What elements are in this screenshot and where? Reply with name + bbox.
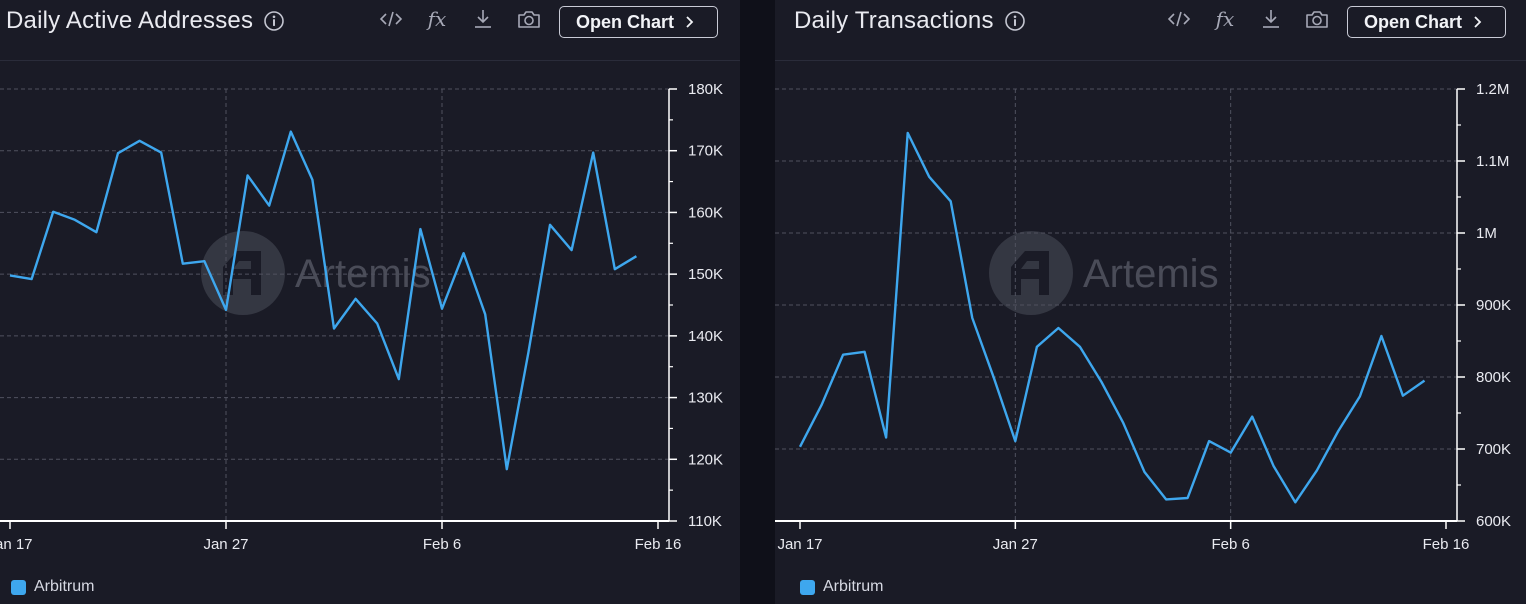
x-tick-label: Jan 27	[203, 536, 248, 553]
chevron-right-icon	[686, 16, 694, 28]
watermark-text: Artemis	[1083, 252, 1219, 296]
y-tick-label: 120K	[688, 451, 723, 468]
open-chart-label: Open Chart	[1364, 11, 1463, 32]
legend-swatch	[800, 579, 815, 595]
fx-icon[interactable]: fx	[1215, 7, 1235, 31]
download-icon[interactable]	[470, 6, 496, 32]
y-tick-label: 180K	[688, 81, 723, 98]
legend: Arbitrum	[11, 578, 94, 596]
x-tick-label: Jan 17	[0, 536, 33, 553]
info-icon[interactable]	[263, 10, 285, 32]
legend-label[interactable]: Arbitrum	[34, 578, 95, 595]
y-tick-label: 600K	[1476, 513, 1511, 530]
chart-title: Daily Transactions	[794, 7, 994, 34]
camera-icon[interactable]	[1304, 6, 1330, 32]
y-tick-label: 1.2M	[1476, 81, 1509, 98]
watermark-logo	[201, 231, 285, 315]
x-tick-label: Feb 16	[635, 536, 682, 553]
legend-label[interactable]: Arbitrum	[823, 578, 884, 595]
y-tick-label: 700K	[1476, 441, 1511, 458]
code-icon[interactable]	[1166, 6, 1192, 32]
y-tick-label: 150K	[688, 266, 723, 283]
info-icon[interactable]	[1004, 10, 1026, 32]
y-tick-label: 1M	[1476, 225, 1497, 242]
toolbar: fx	[378, 6, 562, 32]
watermark-logo	[989, 231, 1073, 315]
legend-swatch	[11, 579, 26, 595]
chart-panel-daily-transactions: Daily Transactions fx Open Chart Artemis	[775, 0, 1526, 604]
panel-gutter	[740, 0, 775, 604]
y-tick-label: 1.1M	[1476, 153, 1509, 170]
fx-icon[interactable]: fx	[427, 7, 447, 31]
y-tick-label: 900K	[1476, 297, 1511, 314]
y-tick-label: 170K	[688, 143, 723, 160]
download-icon[interactable]	[1258, 6, 1284, 32]
x-tick-label: Jan 17	[777, 536, 822, 553]
open-chart-label: Open Chart	[576, 11, 675, 32]
toolbar: fx	[1166, 6, 1350, 32]
y-tick-label: 110K	[688, 513, 722, 530]
code-icon[interactable]	[378, 6, 404, 32]
legend: Arbitrum	[800, 578, 883, 596]
y-tick-label: 130K	[688, 390, 723, 407]
y-tick-label: 140K	[688, 328, 723, 345]
x-tick-label: Jan 27	[993, 536, 1038, 553]
title-group: Daily Active Addresses	[6, 7, 285, 35]
x-tick-label: Feb 16	[1423, 536, 1470, 553]
panel-header: Daily Transactions fx Open Chart	[775, 0, 1526, 61]
camera-icon[interactable]	[516, 6, 542, 32]
line-chart: Artemis110K120K130K140K150K160K170K180KJ…	[0, 81, 723, 553]
chevron-right-icon	[1474, 16, 1482, 28]
y-tick-label: 160K	[688, 204, 723, 221]
x-tick-label: Feb 6	[423, 536, 461, 553]
y-tick-label: 800K	[1476, 369, 1511, 386]
title-group: Daily Transactions	[794, 7, 1026, 35]
open-chart-button[interactable]: Open Chart	[559, 6, 718, 38]
chart-panel-daily-active-addresses: Daily Active Addresses fx Open Chart Art	[0, 0, 740, 604]
panel-header: Daily Active Addresses fx Open Chart	[0, 0, 740, 61]
line-chart: Artemis 600K 700K 800K 900K 1M 1.1M 1.2M Jan 17 J…	[775, 81, 1511, 553]
series-line-arbitrum[interactable]	[9, 130, 638, 471]
series-line-arbitrum[interactable]	[798, 131, 1426, 504]
open-chart-button[interactable]: Open Chart	[1347, 6, 1506, 38]
chart-title: Daily Active Addresses	[6, 7, 254, 34]
x-tick-label: Feb 6	[1211, 536, 1249, 553]
